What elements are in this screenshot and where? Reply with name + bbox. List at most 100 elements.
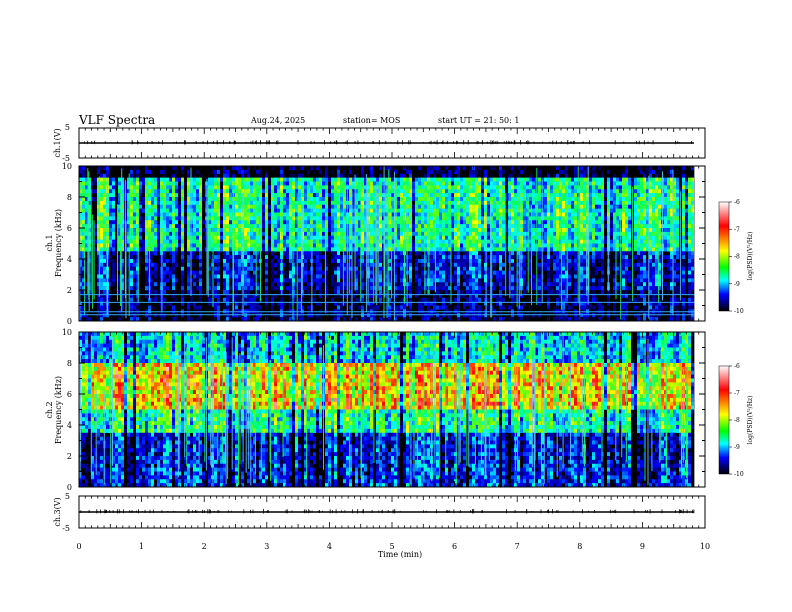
ch1-spectrogram-cell [103,235,106,240]
ch1-spectrogram-cell [235,177,238,182]
ch1-spectrogram-cell [349,243,352,248]
ch1-spectrogram-cell [472,286,475,291]
ch1-spectrogram-cell [169,301,172,306]
ch1-spectrogram-cell [328,177,331,182]
ch1-spectrogram-cell [337,185,340,190]
ch1-spectrogram-cell [448,200,451,206]
ch1-spectrogram-cell [376,177,379,182]
ch1-spectrogram-cell [337,177,340,182]
ch1-spectrogram-cell [313,228,316,233]
ch1-spectrogram-cell [175,177,178,182]
ch1-spectrogram-cell [136,305,139,310]
ch1-spectrogram-cell [409,297,412,302]
ch1-spectrogram-cell [391,231,394,237]
ch1-spectrogram-cell [211,189,214,194]
ch1-spectrogram-cell [292,189,295,194]
ch1-spectrogram-cell [448,181,451,186]
ch1-spectrogram-cell [286,212,289,217]
ch1-spectrogram-cell [133,235,136,240]
ch1-spectrogram-cell [274,243,277,248]
ch1-spectrogram-cell [391,270,394,275]
ch1-spectrogram-cell [337,208,340,213]
ch1-spectrogram-cell [475,177,478,182]
ch1-spectrogram-cell [481,204,484,209]
ch1-spectrogram-cell [244,220,247,225]
ch1-spectrogram-cell [475,228,478,233]
ch1-spectrogram-cell [379,231,382,237]
ch1-spectrogram-cell [283,185,286,190]
ch1-spectrogram-cell [376,189,379,194]
ch1-spectrogram-cell [370,243,373,248]
ch1-spectrogram-cell [160,204,163,209]
ch1-spectrogram-cell [334,177,337,182]
ch1-spectrogram-cell [235,189,238,194]
ch1-spectrogram-cell [385,220,388,225]
ch1-spectrogram-cell [214,301,217,306]
ch1-spectrogram-cell [418,270,421,275]
ch1-spectrogram-cell [151,290,154,295]
ch1-spectrogram-cell [409,270,412,275]
ch1-spectrogram-cell [475,239,478,244]
ch1-spectrogram-cell [217,177,220,182]
ch1-spectrogram-cell [217,282,220,287]
ch1-spectrogram-cell [223,251,226,256]
ch1-spectrogram-cell [349,259,352,264]
ch1-spectrogram-cell [187,266,190,271]
ch1-spectrogram-cell [439,204,442,209]
ch1-spectrogram-cell [244,251,247,256]
ch1-spectrogram-cell [223,305,226,310]
ch1-spectrogram-cell [349,193,352,198]
ch1-spectrogram-cell [298,189,301,194]
ch1-spectrogram-cell [175,239,178,244]
ch1-spectrogram-cell [157,224,160,229]
ch1-spectrogram-cell [304,220,307,225]
ch1-spectrogram-cell [418,313,421,318]
ch1-spectrogram-cell [415,247,418,252]
ch1-spectrogram-cell [271,251,274,256]
ch1-spectrogram-cell [373,251,376,256]
ch1-spectrogram-cell [274,212,277,217]
ch1-spectrogram-cell [454,235,457,240]
ch1-spectrogram-cell [166,235,169,240]
ch1-spectrogram-cell [322,278,325,283]
ch1-spectrogram-cell [193,200,196,206]
ch1-spectrogram-cell [397,290,400,295]
ch1-spectrogram-cell [265,297,268,302]
ch1-spectrogram-cell [82,220,85,225]
ch1-spectrogram-cell [187,224,190,229]
ch1-spectrogram-cell [130,274,133,279]
ch1-spectrogram-cell [199,297,202,302]
ch1-spectrogram-cell [175,169,178,175]
ch1-spectrogram-cell [181,266,184,271]
ch1-spectrogram-cell [355,181,358,186]
ch1-spectrogram-cell [229,216,232,221]
ch1-spectrogram-cell [193,189,196,194]
ch1-spectrogram-cell [433,235,436,240]
ch1-spectrogram-cell [493,177,496,182]
ch1-spectrogram-cell [298,200,301,206]
ch1-spectrogram-cell [475,317,478,322]
ch1-spectrogram-cell [433,262,436,268]
ch1-spectrogram-cell [328,204,331,209]
ch1-spectrogram-cell [235,290,238,295]
ch1-spectrogram-cell [499,274,502,279]
ch1-spectrogram-cell [118,290,121,295]
ch1-spectrogram-cell [136,270,139,275]
ch1-spectrogram-cell [169,212,172,217]
ch1-spectrogram-cell [100,305,103,310]
date-label: Aug.24, 2025 [250,116,305,125]
ch1-spectrogram-cell [151,197,154,202]
ch1-spectrogram-cell [469,193,472,198]
ch1-spectrogram-cell [487,224,490,229]
ch1-spectrogram-cell [109,177,112,182]
ch1-spectrogram-cell [316,239,319,244]
ch1-spectrogram-cell [352,243,355,248]
ch1-spectrogram-cell [217,290,220,295]
ch1-spectrogram-cell [436,197,439,202]
ch1-spectrogram-cell [352,301,355,306]
ch1-spectrogram-cell [484,251,487,256]
ch1-spectrogram-cell [100,286,103,291]
ch1-spectrogram-cell [82,204,85,209]
ch1-spectrogram-cell [157,185,160,190]
ch1-spectrogram-cell [85,216,88,221]
